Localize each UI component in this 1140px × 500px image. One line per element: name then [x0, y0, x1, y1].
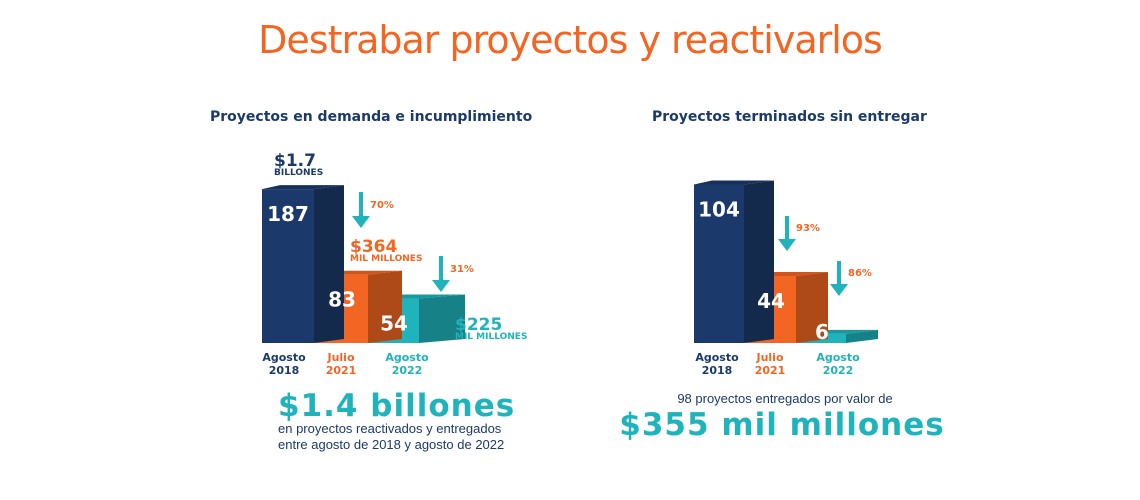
chart-2-category-3-line-1: Agosto [816, 351, 860, 364]
chart-1-decrease-arrow-2-head [432, 280, 450, 292]
chart-2-bar-2-value: 44 [757, 289, 785, 313]
chart-2-bar-1 [694, 184, 744, 343]
page-title: Destrabar proyectos y reactivarlos [258, 18, 883, 62]
chart-2-title: Proyectos terminados sin entregar [652, 109, 927, 125]
chart-1-category-2-line-2: 2021 [326, 364, 357, 377]
chart-2-bar-1-top [694, 180, 774, 185]
chart-2-category-2-line-1: Julio [755, 351, 783, 364]
chart-2-bar-1-side [744, 180, 774, 343]
chart-1-title: Proyectos en demanda e incumplimiento [210, 109, 533, 125]
chart-1-summary-line-1: en proyectos reactivados y entregados [278, 421, 502, 436]
chart-1-bar-3-value: 54 [380, 312, 408, 336]
chart-1-decrease-1: 70% [370, 200, 394, 211]
chart-1-annotation-2-value: $364 [350, 237, 397, 257]
chart-1-category-1-line-2: 2018 [269, 364, 300, 377]
chart-1-category-2-line-1: Julio [326, 351, 354, 364]
chart-2-category-1-line-2: 2018 [702, 364, 733, 377]
chart-2-summary-description: 98 proyectos entregados por valor de [677, 391, 893, 406]
chart-2-decrease-arrow-1-head [778, 239, 796, 251]
chart-2-decrease-arrow-2-head [830, 284, 848, 296]
chart-1-bar-3-side [419, 294, 465, 343]
chart-1-category-3-line-2: 2022 [392, 364, 423, 377]
chart-1-decrease-2: 31% [450, 264, 474, 275]
chart-2-bar-3-value: 6 [815, 320, 829, 344]
chart-1-bar-1-side [314, 185, 344, 343]
chart-1-bar-2-value: 83 [328, 288, 356, 312]
chart-2-decrease-1: 93% [796, 223, 820, 234]
chart-2-summary-amount: $355 mil millones [619, 407, 945, 443]
chart-1-bar-2-side [368, 270, 402, 343]
chart-1-category-3-line-1: Agosto [385, 351, 429, 364]
chart-2-category-2-line-2: 2021 [755, 364, 786, 377]
chart-1-summary-line-2: entre agosto de 2018 y agosto de 2022 [278, 437, 505, 452]
chart-2-category-3-line-2: 2022 [823, 364, 854, 377]
chart-1-bar-1-value: 187 [267, 202, 309, 226]
chart-1-annotation-3-value: $225 [455, 315, 502, 335]
chart-1-bar-1 [262, 189, 314, 343]
chart-2-category-1-line-1: Agosto [695, 351, 739, 364]
chart-1-decrease-arrow-1-head [352, 216, 370, 228]
chart-1-annotation-1-value: $1.7 [274, 151, 316, 171]
chart-1-category-1-line-1: Agosto [262, 351, 306, 364]
chart-1-annotation-3-unit: MIL MILLONES [455, 332, 527, 342]
chart-2-bar-3-side [846, 329, 878, 343]
chart-2-decrease-2: 86% [848, 268, 872, 279]
chart-2-bar-2-side [796, 271, 828, 343]
chart-1-annotation-1-unit: BILLONES [274, 168, 323, 178]
chart-1-annotation-2-unit: MIL MILLONES [350, 254, 422, 264]
chart-1-summary-description: en proyectos reactivados y entregados en… [278, 421, 504, 453]
chart-2-bar-1-value: 104 [698, 198, 740, 222]
chart-1-bar-1-top [262, 185, 344, 190]
chart-1-summary-amount: $1.4 billones [278, 388, 516, 424]
